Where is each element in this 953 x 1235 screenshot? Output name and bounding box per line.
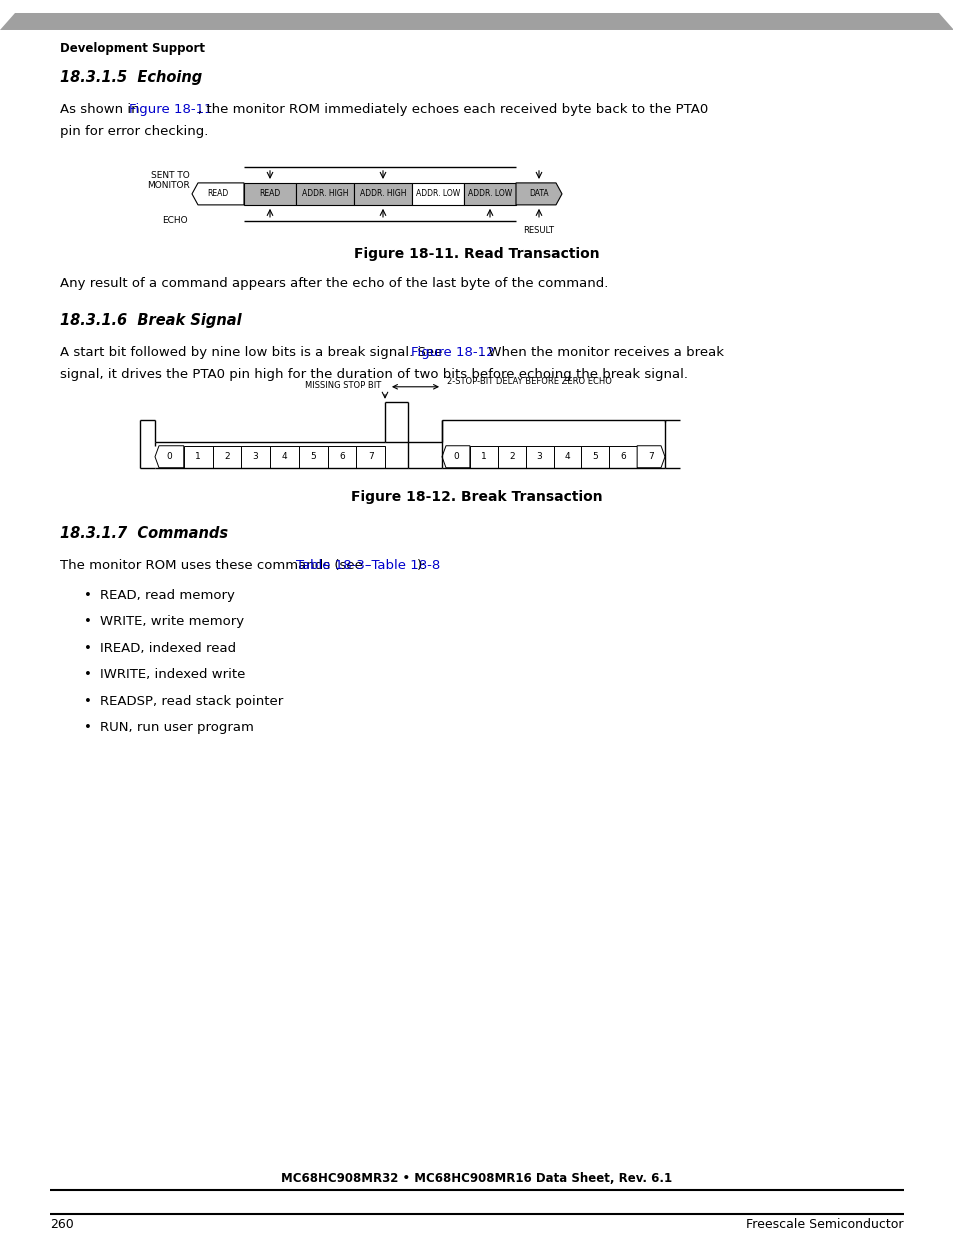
Text: 18.3.1.6  Break Signal: 18.3.1.6 Break Signal (60, 312, 241, 327)
Text: signal, it drives the PTA0 pin high for the duration of two bits before echoing : signal, it drives the PTA0 pin high for … (60, 368, 687, 380)
Text: •: • (84, 694, 91, 708)
Text: ADDR. LOW: ADDR. LOW (467, 189, 512, 199)
Polygon shape (609, 446, 637, 468)
Text: Development Support: Development Support (60, 42, 205, 56)
Text: ADDR. HIGH: ADDR. HIGH (301, 189, 348, 199)
Text: ECHO: ECHO (162, 216, 188, 225)
Polygon shape (553, 446, 580, 468)
Polygon shape (295, 183, 354, 205)
Text: ADDR. LOW: ADDR. LOW (416, 189, 459, 199)
Text: 1: 1 (480, 452, 486, 461)
Polygon shape (184, 446, 213, 468)
Text: Figure 18-11: Figure 18-11 (129, 103, 213, 116)
Polygon shape (497, 446, 525, 468)
Text: 1: 1 (195, 452, 201, 461)
Text: 0: 0 (167, 452, 172, 461)
Polygon shape (270, 446, 298, 468)
Text: 6: 6 (619, 452, 625, 461)
Polygon shape (192, 183, 244, 205)
Text: As shown in: As shown in (60, 103, 144, 116)
Text: •: • (84, 589, 91, 601)
Polygon shape (516, 183, 561, 205)
Polygon shape (580, 446, 609, 468)
Text: Table 18-3–Table 18-8: Table 18-3–Table 18-8 (295, 558, 439, 572)
Text: WRITE, write memory: WRITE, write memory (100, 615, 244, 629)
Text: •: • (84, 642, 91, 655)
Text: A start bit followed by nine low bits is a break signal. See: A start bit followed by nine low bits is… (60, 346, 446, 359)
Text: 3: 3 (253, 452, 258, 461)
Text: 7: 7 (647, 452, 653, 461)
Text: 5: 5 (592, 452, 598, 461)
Polygon shape (154, 446, 184, 468)
Text: . When the monitor receives a break: . When the monitor receives a break (479, 346, 723, 359)
Text: DATA: DATA (529, 189, 548, 199)
Polygon shape (441, 446, 470, 468)
Polygon shape (298, 446, 327, 468)
Polygon shape (327, 446, 355, 468)
Text: 6: 6 (338, 452, 344, 461)
Polygon shape (241, 446, 270, 468)
Text: MISSING STOP BIT: MISSING STOP BIT (304, 380, 380, 390)
Text: READSP, read stack pointer: READSP, read stack pointer (100, 694, 283, 708)
Text: 2-STOP-BIT DELAY BEFORE ZERO ECHO: 2-STOP-BIT DELAY BEFORE ZERO ECHO (447, 377, 611, 385)
Text: 3: 3 (537, 452, 542, 461)
Text: •: • (84, 721, 91, 734)
Text: , the monitor ROM immediately echoes each received byte back to the PTA0: , the monitor ROM immediately echoes eac… (198, 103, 707, 116)
Text: 2: 2 (224, 452, 230, 461)
Polygon shape (0, 14, 953, 30)
Polygon shape (355, 446, 385, 468)
Text: Figure 18-12. Break Transaction: Figure 18-12. Break Transaction (351, 490, 602, 504)
Text: 18.3.1.5  Echoing: 18.3.1.5 Echoing (60, 70, 202, 85)
Text: IWRITE, indexed write: IWRITE, indexed write (100, 668, 245, 682)
Polygon shape (637, 446, 664, 468)
Text: Any result of a command appears after the echo of the last byte of the command.: Any result of a command appears after th… (60, 277, 608, 290)
Polygon shape (463, 183, 516, 205)
Text: 260: 260 (50, 1219, 73, 1231)
Text: RUN, run user program: RUN, run user program (100, 721, 253, 734)
Text: 7: 7 (367, 452, 374, 461)
Text: The monitor ROM uses these commands (see: The monitor ROM uses these commands (see (60, 558, 367, 572)
Text: SENT TO
MONITOR: SENT TO MONITOR (147, 170, 190, 190)
Text: •: • (84, 668, 91, 682)
Text: 4: 4 (281, 452, 287, 461)
Text: 0: 0 (453, 452, 458, 461)
Text: IREAD, indexed read: IREAD, indexed read (100, 642, 236, 655)
Text: Figure 18-11. Read Transaction: Figure 18-11. Read Transaction (354, 247, 599, 261)
Text: MC68HC908MR32 • MC68HC908MR16 Data Sheet, Rev. 6.1: MC68HC908MR32 • MC68HC908MR16 Data Sheet… (281, 1172, 672, 1186)
Text: 18.3.1.7  Commands: 18.3.1.7 Commands (60, 526, 228, 541)
Text: RESULT: RESULT (523, 226, 554, 235)
Text: 5: 5 (310, 452, 315, 461)
Polygon shape (470, 446, 497, 468)
Text: 2: 2 (508, 452, 514, 461)
Polygon shape (244, 183, 295, 205)
Polygon shape (412, 183, 463, 205)
Text: pin for error checking.: pin for error checking. (60, 125, 208, 138)
Text: READ, read memory: READ, read memory (100, 589, 234, 601)
Polygon shape (213, 446, 241, 468)
Text: ADDR. HIGH: ADDR. HIGH (359, 189, 406, 199)
Text: 4: 4 (564, 452, 570, 461)
Text: Figure 18-12: Figure 18-12 (411, 346, 494, 359)
Text: •: • (84, 615, 91, 629)
Text: ):: ): (416, 558, 426, 572)
Text: READ: READ (259, 189, 280, 199)
Polygon shape (525, 446, 553, 468)
Polygon shape (354, 183, 412, 205)
Text: READ: READ (207, 189, 229, 199)
Text: Freescale Semiconductor: Freescale Semiconductor (745, 1219, 903, 1231)
